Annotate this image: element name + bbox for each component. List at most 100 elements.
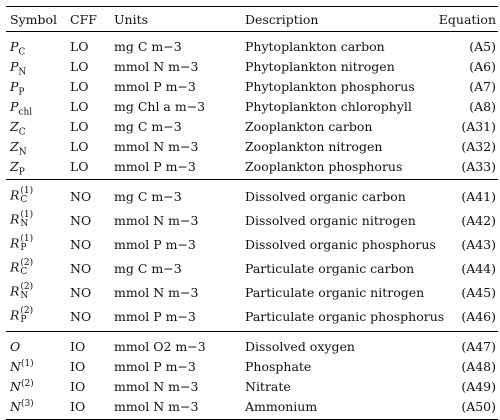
description-cell: Zooplankton nitrogen xyxy=(245,138,383,154)
description-cell: Phytoplankton carbon xyxy=(245,38,385,54)
symbol-subscript: C xyxy=(20,195,28,205)
symbol-cell: Pchl xyxy=(6,96,66,117)
symbol-cell: R (2) C xyxy=(6,256,66,280)
units-cell: mmol P m−3 xyxy=(114,78,196,94)
symbol-indices: (1) N xyxy=(20,211,33,229)
description-cell: Nitrate xyxy=(245,378,291,394)
cff-cell: NO xyxy=(70,212,92,228)
description-cell: Phytoplankton nitrogen xyxy=(245,58,395,74)
symbol-cell: ZN xyxy=(6,136,66,157)
symbol-superscript: (1) xyxy=(20,210,34,220)
units-cell: mg C m−3 xyxy=(114,38,182,54)
description-cell: Dissolved organic carbon xyxy=(245,188,406,204)
equation-cell: (A49) xyxy=(461,378,496,394)
symbol-superscript: (1) xyxy=(20,234,34,244)
symbol-subscript: P xyxy=(18,167,25,177)
table-row: PC LO mg C m−3 Phytoplankton carbon (A5) xyxy=(6,31,498,57)
description-cell: Zooplankton phosphorus xyxy=(245,158,403,174)
units-cell: mmol N m−3 xyxy=(114,284,199,300)
table-page: { "headers": { "symbol": "Symbol", "cff"… xyxy=(6,6,498,420)
table-row: PN LO mmol N m−3 Phytoplankton nitrogen (A6) xyxy=(6,56,498,77)
symbol-subscript: N xyxy=(20,219,29,229)
symbol-cell: PP xyxy=(6,76,66,97)
table-row: O IO mmol O2 m−3 Dissolved oxygen (A47) xyxy=(6,331,498,357)
cff-cell: LO xyxy=(70,158,89,174)
table-row: ZC LO mg C m−3 Zooplankton carbon (A31) xyxy=(6,116,498,137)
header-symbol: Symbol xyxy=(10,11,58,27)
symbol-subscript: C xyxy=(18,127,26,137)
cff-cell: IO xyxy=(70,378,86,394)
symbol-cell: ZP xyxy=(6,156,66,180)
units-cell: mmol P m−3 xyxy=(114,236,196,252)
table-row: R (2) P NO mmol P m−3 Particulate organic pho… xyxy=(6,304,498,332)
symbol-base: P xyxy=(10,38,19,54)
symbol-subscript: N xyxy=(20,291,29,301)
symbol-indices: (2) C xyxy=(20,259,33,277)
symbol-cell: R (1) C xyxy=(6,180,66,209)
symbol-base: R xyxy=(10,259,20,275)
units-cell: mg C m−3 xyxy=(114,118,182,134)
cff-cell: NO xyxy=(70,308,92,324)
symbol-subscript: P xyxy=(18,87,25,97)
equation-cell: (A48) xyxy=(461,358,496,374)
cff-cell: LO xyxy=(70,138,89,154)
symbol-base: Z xyxy=(10,138,19,154)
description-cell: Dissolved oxygen xyxy=(245,338,355,354)
units-cell: mmol N m−3 xyxy=(114,398,199,414)
units-cell: mg Chl a m−3 xyxy=(114,98,206,114)
symbol-base: R xyxy=(10,235,20,251)
equation-cell: (A32) xyxy=(461,138,496,154)
equation-cell: (A46) xyxy=(461,308,496,324)
symbol-base: Z xyxy=(10,158,19,174)
symbol-base: R xyxy=(10,307,20,323)
symbol-indices: (2) P xyxy=(20,307,33,325)
table-row: ZP LO mmol P m−3 Zooplankton phosphorus (A33… xyxy=(6,156,498,180)
symbol-subscript: C xyxy=(18,47,26,57)
symbol-superscript: (2) xyxy=(20,258,34,268)
symbol-cell: PN xyxy=(6,56,66,77)
cff-cell: NO xyxy=(70,188,92,204)
description-cell: Dissolved organic phosphorus xyxy=(245,236,436,252)
description-cell: Particulate organic carbon xyxy=(245,260,415,276)
description-cell: Ammonium xyxy=(245,398,318,414)
symbol-cell: R (1) N xyxy=(6,208,66,232)
symbol-indices: (2) N xyxy=(20,283,33,301)
symbol-subscript: P xyxy=(20,315,27,325)
symbol-superscript: (2) xyxy=(20,378,34,389)
equation-cell: (A5) xyxy=(469,38,496,54)
symbol-cell: O xyxy=(6,332,66,357)
units-cell: mmol P m−3 xyxy=(114,358,196,374)
table-row: R (1) P NO mmol P m−3 Dissolved organic phosp… xyxy=(6,232,498,256)
symbol-base: N xyxy=(10,398,21,414)
header-cff: CFF xyxy=(70,11,97,27)
symbol-base: P xyxy=(10,98,19,114)
units-cell: mmol N m−3 xyxy=(114,138,199,154)
symbol-cell: N(2) xyxy=(6,376,66,396)
units-cell: mmol N m−3 xyxy=(114,212,199,228)
table-row: PP LO mmol P m−3 Phytoplankton phosphorus (A… xyxy=(6,76,498,97)
symbol-indices: (1) P xyxy=(20,235,33,253)
symbol-base: N xyxy=(10,358,21,374)
equation-cell: (A45) xyxy=(461,284,496,300)
equation-cell: (A6) xyxy=(469,58,496,74)
equation-cell: (A41) xyxy=(461,188,496,204)
description-cell: Dissolved organic nitrogen xyxy=(245,212,416,228)
cff-cell: LO xyxy=(70,98,89,114)
description-cell: Phosphate xyxy=(245,358,312,374)
symbol-superscript: (1) xyxy=(20,358,34,369)
cff-cell: NO xyxy=(70,236,92,252)
symbol-superscript: (1) xyxy=(20,186,34,196)
cff-cell: LO xyxy=(70,38,89,54)
symbol-cell: R (2) N xyxy=(6,280,66,304)
symbol-base: R xyxy=(10,283,20,299)
equation-cell: (A8) xyxy=(469,98,496,114)
table-body: PC LO mg C m−3 Phytoplankton carbon (A5) PN LO… xyxy=(6,31,498,420)
units-cell: mmol O2 m−3 xyxy=(114,338,206,354)
table-row: N(3) IO mmol N m−3 Ammonium (A50) xyxy=(6,396,498,420)
units-cell: mmol P m−3 xyxy=(114,158,196,174)
units-cell: mg C m−3 xyxy=(114,188,182,204)
symbol-subscript: chl xyxy=(18,107,33,117)
table-row: N(1) IO mmol P m−3 Phosphate (A48) xyxy=(6,356,498,376)
symbol-cell: R (2) P xyxy=(6,304,66,332)
symbol-base: R xyxy=(10,187,20,203)
